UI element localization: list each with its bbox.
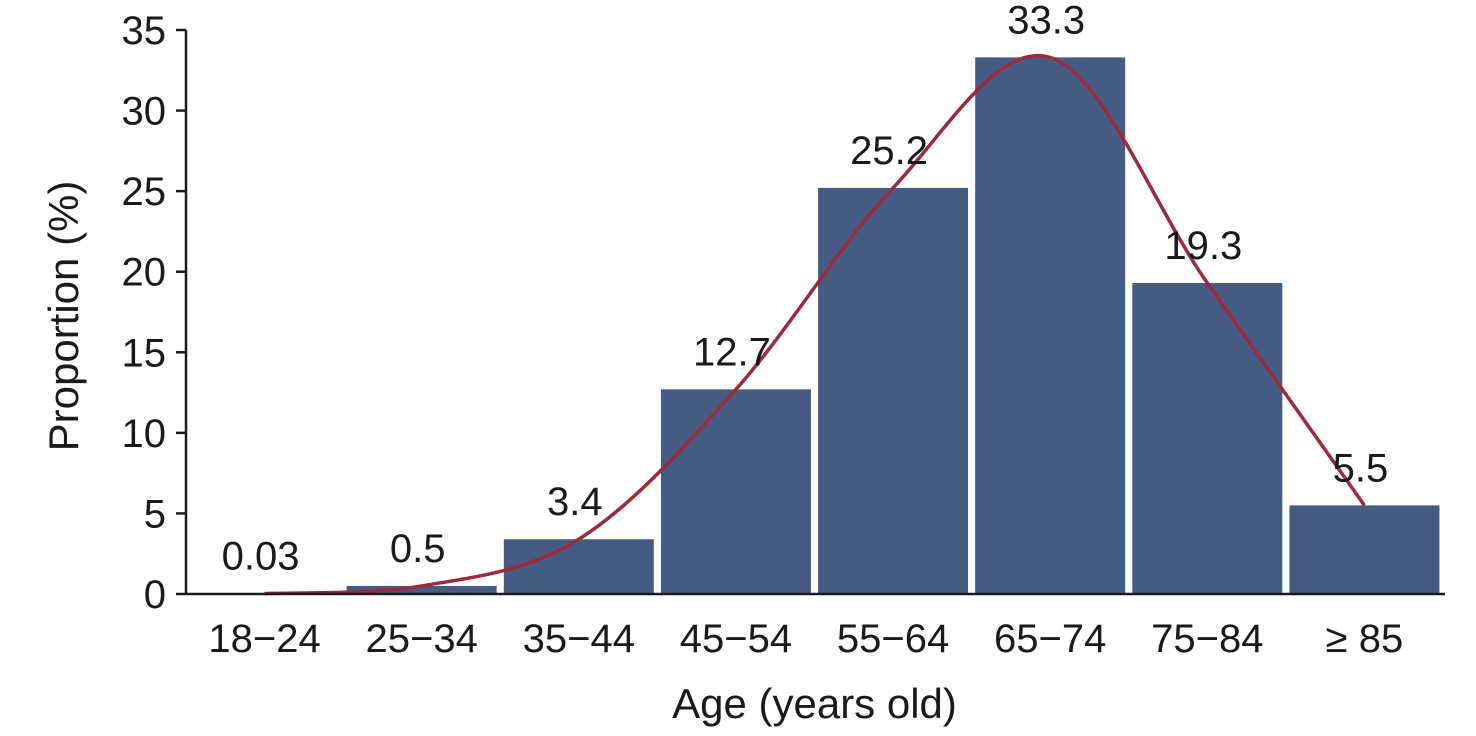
data-label-1: 0.5 [390, 527, 446, 571]
x-tick-label-1: 25−34 [366, 617, 478, 661]
bar-3 [660, 389, 811, 594]
x-labels-group: 18−24 25−34 35−44 45−54 55−64 65−74 75−84 ≥ 85 [208, 617, 1403, 661]
y-tick-label-6: 30 [122, 90, 167, 134]
data-label-2: 3.4 [547, 480, 603, 524]
x-tick-label-0: 18−24 [208, 617, 320, 661]
data-label-0: 0.03 [222, 535, 300, 579]
bar-5 [975, 57, 1126, 594]
bar-4 [818, 187, 969, 595]
y-tick-label-3: 15 [122, 331, 167, 375]
data-label-5: 33.3 [1007, 0, 1085, 42]
data-label-4: 25.2 [850, 129, 928, 173]
x-tick-label-7: ≥ 85 [1326, 617, 1404, 661]
bars-group [189, 57, 1440, 595]
bar-2 [503, 539, 654, 594]
y-tick-label-1: 5 [144, 492, 166, 536]
bar-1 [346, 585, 497, 594]
data-label-6: 19.3 [1164, 224, 1242, 268]
y-tick-label-5: 25 [122, 170, 167, 214]
data-labels-group: 0.03 0.5 3.4 12.7 25.2 33.3 19.3 5.5 [222, 0, 1389, 579]
x-tick-label-2: 35−44 [523, 617, 635, 661]
y-ticks-group: 0 5 10 15 20 25 30 35 [122, 9, 186, 617]
bar-6 [1132, 282, 1283, 594]
y-tick-label-2: 10 [122, 412, 167, 456]
x-axis-title: Age (years old) [672, 680, 957, 727]
x-tick-label-3: 45−54 [680, 617, 792, 661]
data-label-3: 12.7 [693, 330, 771, 374]
trend-curve [264, 53, 1366, 596]
y-tick-label-4: 20 [122, 251, 167, 295]
bar-7 [1289, 505, 1440, 594]
x-tick-label-4: 55−64 [837, 617, 949, 661]
y-tick-label-7: 35 [122, 9, 167, 53]
x-tick-label-5: 65−74 [994, 617, 1106, 661]
y-tick-label-0: 0 [144, 573, 166, 617]
y-axis-title: Proportion (%) [40, 181, 87, 452]
x-tick-label-6: 75−84 [1151, 617, 1263, 661]
data-label-7: 5.5 [1333, 446, 1389, 490]
